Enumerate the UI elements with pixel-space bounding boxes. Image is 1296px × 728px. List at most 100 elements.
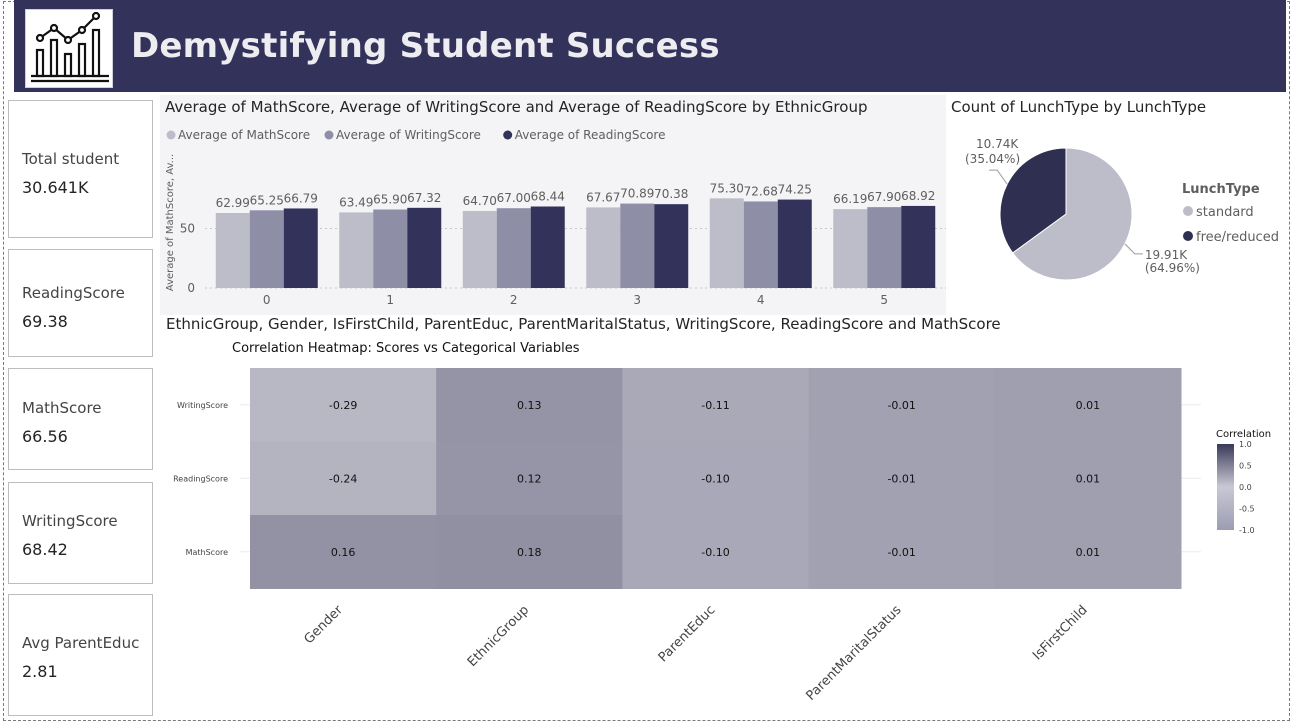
chart-growth-icon xyxy=(31,11,109,83)
bar-chart-title: Average of MathScore, Average of Writing… xyxy=(165,98,868,116)
cell-value: 0.12 xyxy=(517,472,542,485)
kpi-value: 30.641K xyxy=(22,178,89,197)
bar xyxy=(462,210,497,288)
heatmap-cell xyxy=(622,515,810,589)
heatmap-cell xyxy=(622,441,810,516)
x-tick-label: 1 xyxy=(386,293,394,307)
kpi-label: MathScore xyxy=(22,399,102,417)
data-label: 19.91K xyxy=(1145,248,1188,262)
heatmap-panel[interactable]: EthnicGroup, Gender, IsFirstChild, Paren… xyxy=(160,315,1285,718)
cell-value: 0.18 xyxy=(517,546,542,559)
y-tick-label: ReadingScore xyxy=(173,474,228,483)
heatmap-cell xyxy=(808,515,996,589)
x-tick-label: 4 xyxy=(757,293,765,307)
data-label: 64.70 xyxy=(463,194,497,208)
y-tick-label: 0 xyxy=(187,281,195,295)
bar xyxy=(901,205,936,288)
kpi-card-math-score[interactable]: MathScore 66.56 xyxy=(8,368,153,470)
legend-label: Average of ReadingScore xyxy=(515,128,666,142)
legend-marker xyxy=(1183,231,1193,241)
data-label: 67.90 xyxy=(867,190,901,204)
pie-slice xyxy=(1012,147,1133,281)
kpi-label: Total student xyxy=(22,150,120,168)
bar-chart: Average of MathScore Average of WritingSc… xyxy=(165,128,946,307)
x-tick-label: IsFirstChild xyxy=(1030,603,1091,664)
kpi-card-total-student[interactable]: Total student 30.641K xyxy=(8,100,153,238)
bar xyxy=(496,208,531,288)
cell-value: 0.13 xyxy=(517,399,542,412)
bar xyxy=(249,210,284,288)
data-label: 66.19 xyxy=(833,192,867,206)
colorbar-tick-label: 0.0 xyxy=(1239,483,1252,492)
bar xyxy=(867,207,902,288)
data-label: 66.79 xyxy=(284,191,318,205)
data-label: 67.67 xyxy=(586,190,620,204)
kpi-label: ReadingScore xyxy=(22,284,125,302)
heatmap-cell xyxy=(436,441,623,516)
data-label: 65.90 xyxy=(373,193,407,207)
heatmap-cell xyxy=(808,368,996,442)
cell-value: -0.01 xyxy=(887,399,915,412)
x-tick-label: ParentMaritalStatus xyxy=(804,603,905,704)
leader-line xyxy=(1124,243,1143,255)
bar xyxy=(339,212,374,288)
heatmap-cell xyxy=(994,515,1182,589)
bar-chart-panel[interactable]: Average of MathScore, Average of Writing… xyxy=(160,95,946,315)
x-tick-label: ParentEduc xyxy=(656,603,719,666)
legend-marker xyxy=(166,130,176,140)
data-label: (64.96%) xyxy=(1145,261,1200,275)
bar xyxy=(407,207,442,288)
data-label: 65.25 xyxy=(250,193,284,207)
x-tick-label: 0 xyxy=(263,293,271,307)
heatmap-title: Correlation Heatmap: Scores vs Categoric… xyxy=(232,341,580,356)
pie-chart[interactable]: 19.91K(64.96%) 10.74K(35.04%) LunchType sta… xyxy=(950,118,1285,310)
legend-marker xyxy=(1183,206,1193,216)
heatmap-chart: Correlation Heatmap: Scores vs Categoric… xyxy=(173,341,1271,704)
heatmap-cell xyxy=(436,368,623,442)
heatmap-cell xyxy=(250,515,437,589)
cell-value: -0.10 xyxy=(701,546,729,559)
x-tick-label: 3 xyxy=(633,293,641,307)
data-label: 67.00 xyxy=(497,191,531,205)
cell-value: -0.01 xyxy=(887,472,915,485)
kpi-value: 66.56 xyxy=(22,427,68,446)
heatmap-cell xyxy=(250,441,437,516)
data-label: 70.89 xyxy=(620,187,654,201)
data-label: (35.04%) xyxy=(965,152,1020,166)
cell-value: -0.24 xyxy=(329,472,357,485)
x-tick-label: Gender xyxy=(301,602,346,647)
kpi-card-reading-score[interactable]: ReadingScore 69.38 xyxy=(8,249,153,357)
heatmap-visual-title: EthnicGroup, Gender, IsFirstChild, Paren… xyxy=(166,315,1001,333)
data-label: 68.44 xyxy=(531,189,565,203)
data-label: 70.38 xyxy=(654,187,688,201)
header-bar xyxy=(14,0,1286,92)
kpi-card-writing-score[interactable]: WritingScore 68.42 xyxy=(8,482,153,584)
cell-value: -0.10 xyxy=(701,472,729,485)
x-tick-label: EthnicGroup xyxy=(465,603,532,670)
kpi-label: Avg ParentEduc xyxy=(22,634,140,652)
colorbar-title: Correlation xyxy=(1216,429,1271,440)
cell-value: -0.11 xyxy=(701,399,729,412)
kpi-card-avg-parent-educ[interactable]: Avg ParentEduc 2.81 xyxy=(8,594,153,716)
data-label: 75.30 xyxy=(710,181,744,195)
y-tick-label: 50 xyxy=(180,221,195,235)
cell-value: 0.01 xyxy=(1076,472,1101,485)
data-label: 62.99 xyxy=(216,196,250,210)
y-tick-label: MathScore xyxy=(186,548,228,557)
cell-value: 0.01 xyxy=(1076,399,1101,412)
colorbar xyxy=(1217,444,1234,530)
bar xyxy=(777,199,812,288)
cell-value: 0.16 xyxy=(331,546,356,559)
heatmap-cell xyxy=(994,368,1182,442)
kpi-value: 68.42 xyxy=(22,540,68,559)
y-tick-label: WritingScore xyxy=(177,401,228,410)
legend-label: free/reduced xyxy=(1196,230,1279,245)
y-axis-label: Average of MathScore, Av... xyxy=(165,154,176,291)
legend-label: Average of MathScore xyxy=(178,128,310,142)
heatmap-cell xyxy=(622,368,810,442)
data-label: 10.74K xyxy=(976,137,1019,151)
x-tick-label: 5 xyxy=(880,293,888,307)
logo xyxy=(25,9,113,88)
kpi-value: 69.38 xyxy=(22,312,68,331)
colorbar-tick-label: -1.0 xyxy=(1239,526,1255,535)
